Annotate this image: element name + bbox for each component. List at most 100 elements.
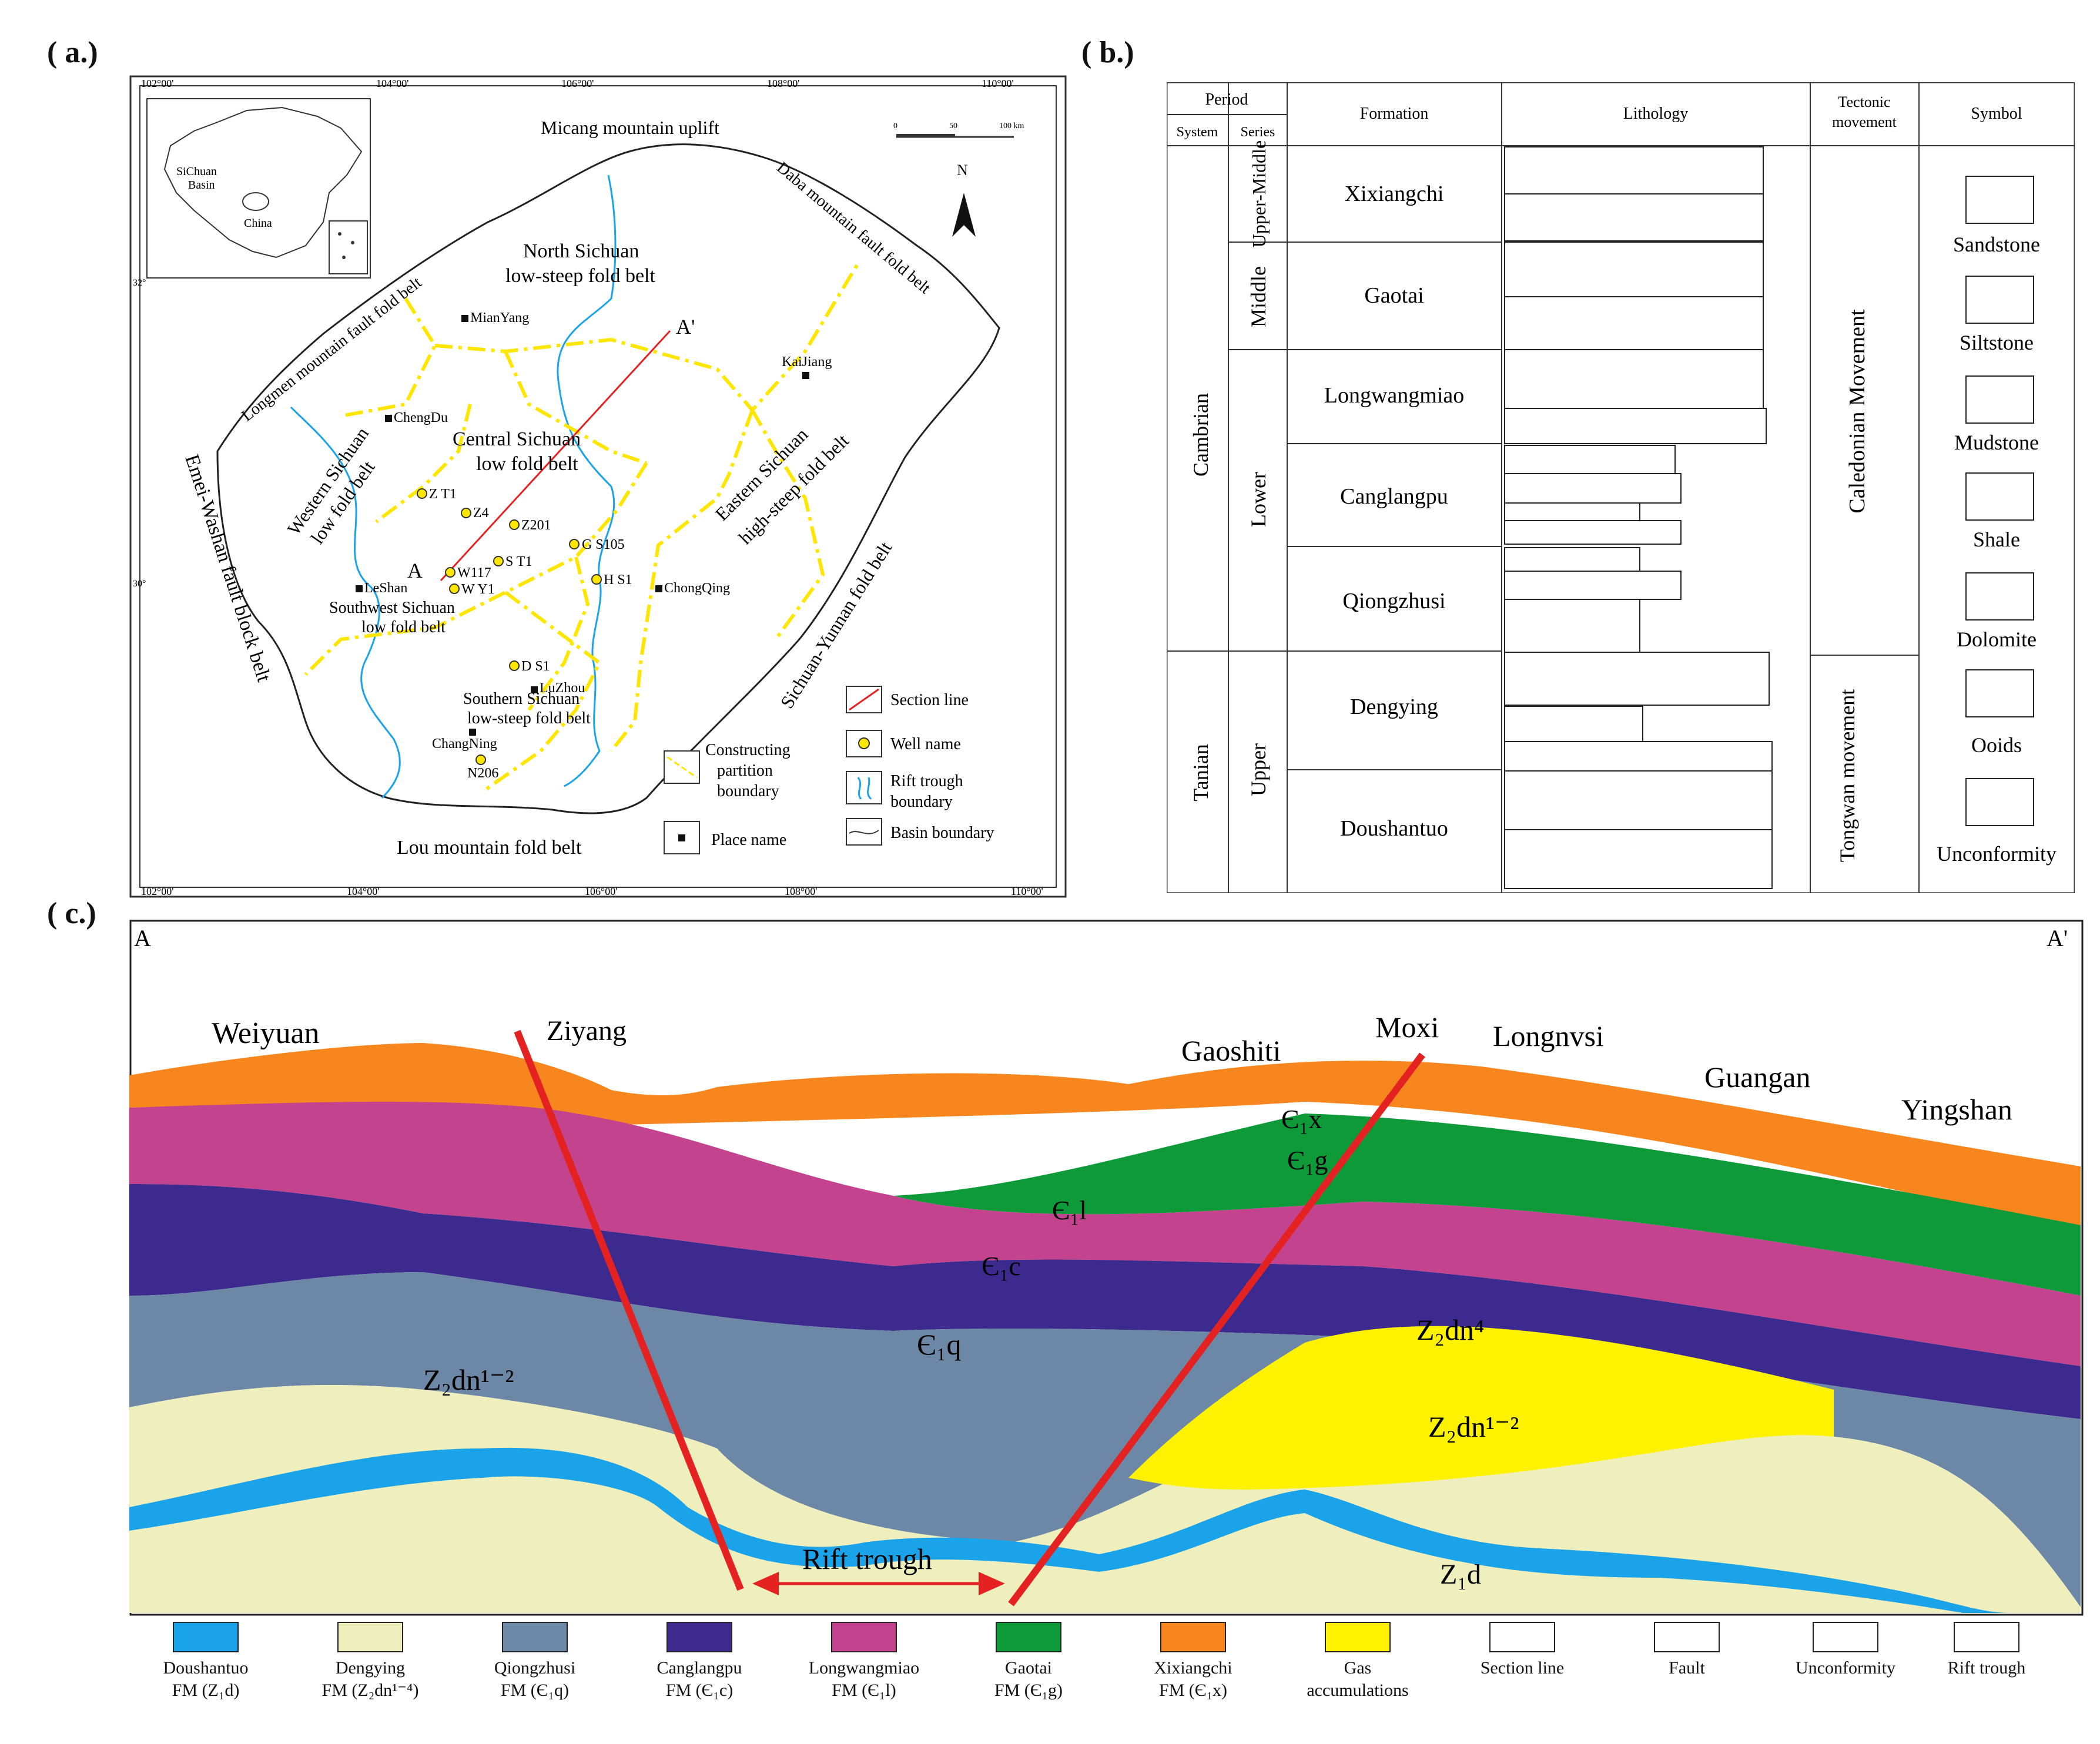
legend-sub-gas: accumulations [1307, 1681, 1409, 1700]
well-ds1: D S1 [521, 659, 550, 674]
symbol-sandstone: Sandstone [1953, 233, 2040, 256]
legend: Doushantuo FM (Z₁d) Dengying FM (Z₂dn¹⁻⁴) … [118, 1622, 2081, 1739]
formation-qiongzhusi: Qiongzhusi [1342, 589, 1445, 613]
legend-name-longwangmiao: Longwangmiao [808, 1658, 920, 1678]
scale-0: 0 [893, 122, 897, 130]
legend-swatch-doushantuo [173, 1622, 239, 1652]
legend-name-gas: Gas [1344, 1658, 1372, 1678]
legend-name-qiongzhusi: Qiongzhusi [494, 1658, 576, 1678]
section-label-a-prime: A' [2047, 925, 2068, 951]
legend-place-name: Place name [711, 831, 786, 849]
legend-boundary-2: partition [717, 762, 773, 780]
label-d: Z₁d [1440, 1559, 1481, 1590]
cross-section: A A' Weiyuan Ziyang Gaoshiti Moxi Longnv… [129, 920, 2084, 1616]
legend-rift-trough: Rift trough [1898, 1622, 2075, 1679]
well-n206: N206 [467, 766, 498, 781]
region-lou: Lou mountain fold belt [397, 837, 582, 858]
legend-gaotai: Gaotai FM (Є₁g) [940, 1622, 1117, 1702]
symbol-legend [1965, 176, 2034, 826]
place-yingshan: Yingshan [1901, 1093, 2012, 1126]
legend-sub-doushantuo: FM (Z₁d) [172, 1681, 240, 1700]
legend-sub-dengying: FM (Z₂dn¹⁻⁴) [321, 1681, 419, 1700]
layer-xixiangchi [129, 1043, 2081, 1231]
legend-swatch-dengying [337, 1622, 403, 1652]
tick-top-2: 104°00' [376, 78, 408, 89]
legend-swatch-longwangmiao [831, 1622, 897, 1652]
header-symbol: Symbol [1971, 105, 2022, 123]
rift-arrow [752, 1572, 1005, 1595]
legend-boundary-1: Constructing [705, 741, 791, 759]
layer-canglangpu [129, 1184, 2081, 1419]
partition-boundaries [304, 262, 860, 794]
legend-canglangpu: Canglangpu FM (Є₁c) [611, 1622, 788, 1702]
scale-100: 100 km [999, 122, 1024, 130]
legend-swatch-section-line [1489, 1622, 1555, 1652]
header-tectonic-2: movement [1832, 113, 1897, 130]
map-inner-frame [139, 85, 1057, 888]
place-ziyang: Ziyang [547, 1015, 627, 1047]
legend-name-rift: Rift trough [1947, 1658, 2026, 1678]
header-lithology: Lithology [1623, 105, 1688, 123]
fault-moxi [1008, 1052, 1425, 1607]
label-q: Є₁q [917, 1328, 961, 1361]
rift-boundary-east [557, 175, 617, 787]
symbol-dolomite: Dolomite [1957, 628, 2037, 651]
legend-gas: Gas accumulations [1270, 1622, 1446, 1702]
place-weiyuan: Weiyuan [212, 1017, 320, 1050]
well-zt1: Z T1 [429, 487, 457, 502]
legend-name-canglangpu: Canglangpu [657, 1658, 742, 1678]
tick-left-2: 30° [133, 579, 146, 589]
place-kaijiang: KaiJiang [782, 354, 832, 370]
gas-dengying [1128, 1326, 1834, 1490]
header-series: Series [1241, 125, 1275, 140]
legend-swatch-unconformity [1813, 1622, 1878, 1652]
legend-name-xixiangchi: Xixiangchi [1154, 1658, 1232, 1678]
region-north-2: low-steep fold belt [505, 265, 655, 287]
legend-well-name: Well name [890, 735, 961, 753]
legend-xixiangchi: Xixiangchi FM (Є₁x) [1105, 1622, 1281, 1702]
label-l: Є₁l [1052, 1195, 1087, 1225]
north-arrow: N [952, 162, 976, 237]
region-north-1: North Sichuan [523, 240, 639, 262]
symbol-ooids: Ooids [1971, 733, 2022, 757]
symbol-siltstone: Siltstone [1960, 331, 2034, 354]
header-period: Period [1205, 90, 1248, 109]
place-guangan: Guangan [1704, 1061, 1811, 1094]
label-dn4: Z₂dn⁴ [1416, 1313, 1484, 1346]
tick-left-1: 32° [133, 278, 146, 288]
legend-swatch-fault [1654, 1622, 1720, 1652]
place-leshan: LeShan [364, 581, 407, 596]
legend-sub-qiongzhusi: FM (Є₁q) [500, 1681, 570, 1700]
region-south-2: low-steep fold belt [467, 709, 591, 727]
symbol-unconformity: Unconformity [1937, 842, 2057, 866]
legend-section-line-item: Section line [1434, 1622, 1610, 1679]
legend-name-fault: Fault [1669, 1658, 1705, 1678]
legend-name-gaotai: Gaotai [1005, 1658, 1052, 1678]
formation-dengying: Dengying [1350, 695, 1438, 719]
tick-top-5: 110°00' [982, 78, 1014, 89]
section-line [440, 330, 671, 582]
legend-sub-xixiangchi: FM (Є₁x) [1158, 1681, 1228, 1700]
layer-gaotai [893, 1114, 2081, 1296]
formation-doushantuo: Doushantuo [1340, 816, 1448, 841]
series-middle: Middle [1247, 266, 1270, 327]
legend-swatch-rift [1954, 1622, 2019, 1652]
legend-section-line: Section line [890, 691, 969, 709]
legend-sub-gaotai: FM (Є₁g) [994, 1681, 1063, 1700]
legend-boundary-3: boundary [717, 782, 779, 800]
tick-bottom-2: 104°00' [347, 886, 379, 897]
strat-column: Period System Series Formation Lithology… [1167, 82, 2075, 893]
place-gaoshiti: Gaoshiti [1181, 1034, 1281, 1067]
panel-label-c: ( c.) [47, 897, 96, 930]
legend-sub-longwangmiao: FM (Є₁l) [832, 1681, 896, 1700]
series-upper-middle: Upper-Middle [1248, 140, 1270, 247]
legend-swatch-gas [1325, 1622, 1391, 1652]
well-st1: S T1 [505, 554, 532, 569]
label-dn12-left: Z₂dn¹⁻² [423, 1363, 514, 1396]
place-changning: ChangNing [432, 736, 497, 752]
legend-fault: Fault [1599, 1622, 1775, 1679]
well-wy1: W Y1 [461, 582, 495, 597]
map-panel: 102°00' 104°00' 106°00' 108°00' 110°00' … [129, 75, 1067, 898]
legend-swatch-xixiangchi [1160, 1622, 1226, 1652]
tick-top-3: 106°00' [561, 78, 594, 89]
